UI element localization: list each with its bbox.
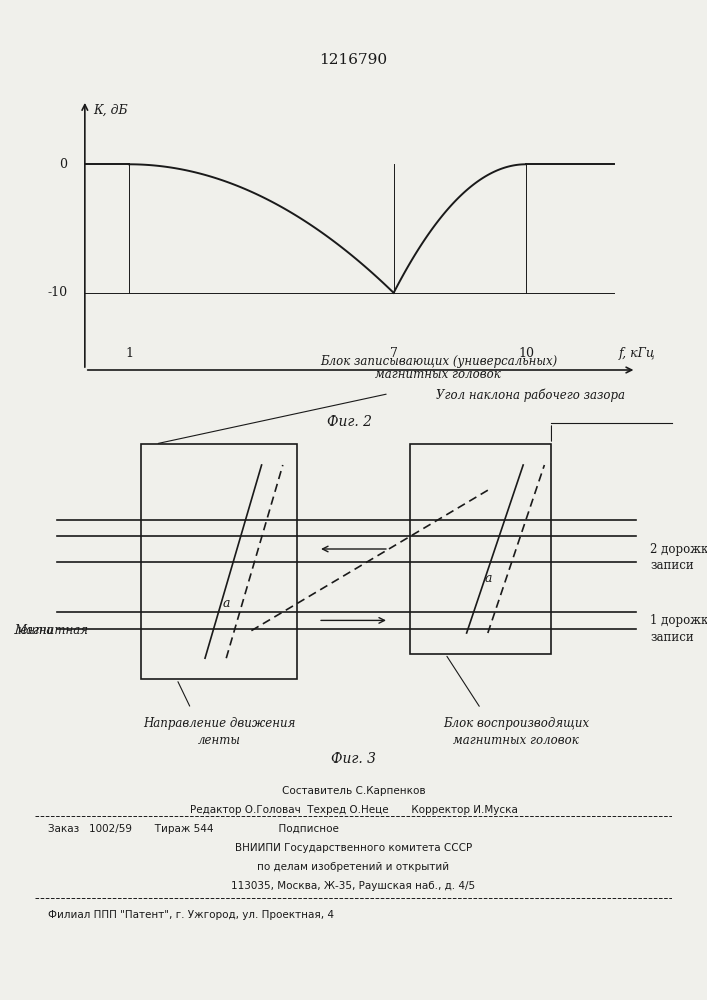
Bar bbox=[141, 444, 297, 679]
Text: Магнитная: Магнитная bbox=[14, 624, 88, 637]
Text: 1216790: 1216790 bbox=[320, 53, 387, 67]
Text: Филиал ППП "Патент", г. Ужгород, ул. Проектная, 4: Филиал ППП "Патент", г. Ужгород, ул. Про… bbox=[48, 910, 334, 920]
Text: Блок записывающих (универсальных): Блок записывающих (универсальных) bbox=[320, 355, 557, 368]
Text: Редактор О.Головач  Техред О.Неце       Корректор И.Муска: Редактор О.Головач Техред О.Неце Коррект… bbox=[189, 805, 518, 815]
Text: по делам изобретений и открытий: по делам изобретений и открытий bbox=[257, 862, 450, 872]
Text: магнитных головок: магнитных головок bbox=[453, 734, 579, 747]
Text: 2 дорожка: 2 дорожка bbox=[650, 542, 707, 556]
Text: магнитных головок: магнитных головок bbox=[375, 368, 501, 381]
Text: 0: 0 bbox=[59, 158, 67, 171]
Text: Фиг. 3: Фиг. 3 bbox=[331, 752, 376, 766]
Text: a: a bbox=[484, 572, 491, 585]
Text: записи: записи bbox=[650, 559, 694, 572]
Text: 113035, Москва, Ж-35, Раушская наб., д. 4/5: 113035, Москва, Ж-35, Раушская наб., д. … bbox=[231, 881, 476, 891]
Text: 1 дорожка: 1 дорожка bbox=[650, 614, 707, 627]
Bar bbox=[410, 444, 551, 654]
Text: К, дБ: К, дБ bbox=[93, 104, 128, 117]
Text: записи: записи bbox=[650, 631, 694, 644]
Text: -10: -10 bbox=[47, 286, 67, 299]
Text: Фиг. 2: Фиг. 2 bbox=[327, 415, 372, 429]
Text: ленты: ленты bbox=[198, 734, 240, 747]
Text: f, кГц: f, кГц bbox=[619, 347, 655, 360]
Text: ВНИИПИ Государственного комитета СССР: ВНИИПИ Государственного комитета СССР bbox=[235, 843, 472, 853]
Text: лента: лента bbox=[14, 624, 54, 637]
Text: Направление движения: Направление движения bbox=[143, 717, 296, 730]
Text: Угол наклона рабочего зазора: Угол наклона рабочего зазора bbox=[436, 388, 625, 402]
Text: 10: 10 bbox=[518, 347, 534, 360]
Text: Составитель С.Карпенков: Составитель С.Карпенков bbox=[281, 786, 426, 796]
Text: Заказ   1002/59       Тираж 544                    Подписное: Заказ 1002/59 Тираж 544 Подписное bbox=[48, 824, 339, 834]
Text: Блок воспроизводящих: Блок воспроизводящих bbox=[443, 717, 589, 730]
Text: 7: 7 bbox=[390, 347, 397, 360]
Text: 1: 1 bbox=[125, 347, 133, 360]
Text: a: a bbox=[223, 597, 230, 610]
